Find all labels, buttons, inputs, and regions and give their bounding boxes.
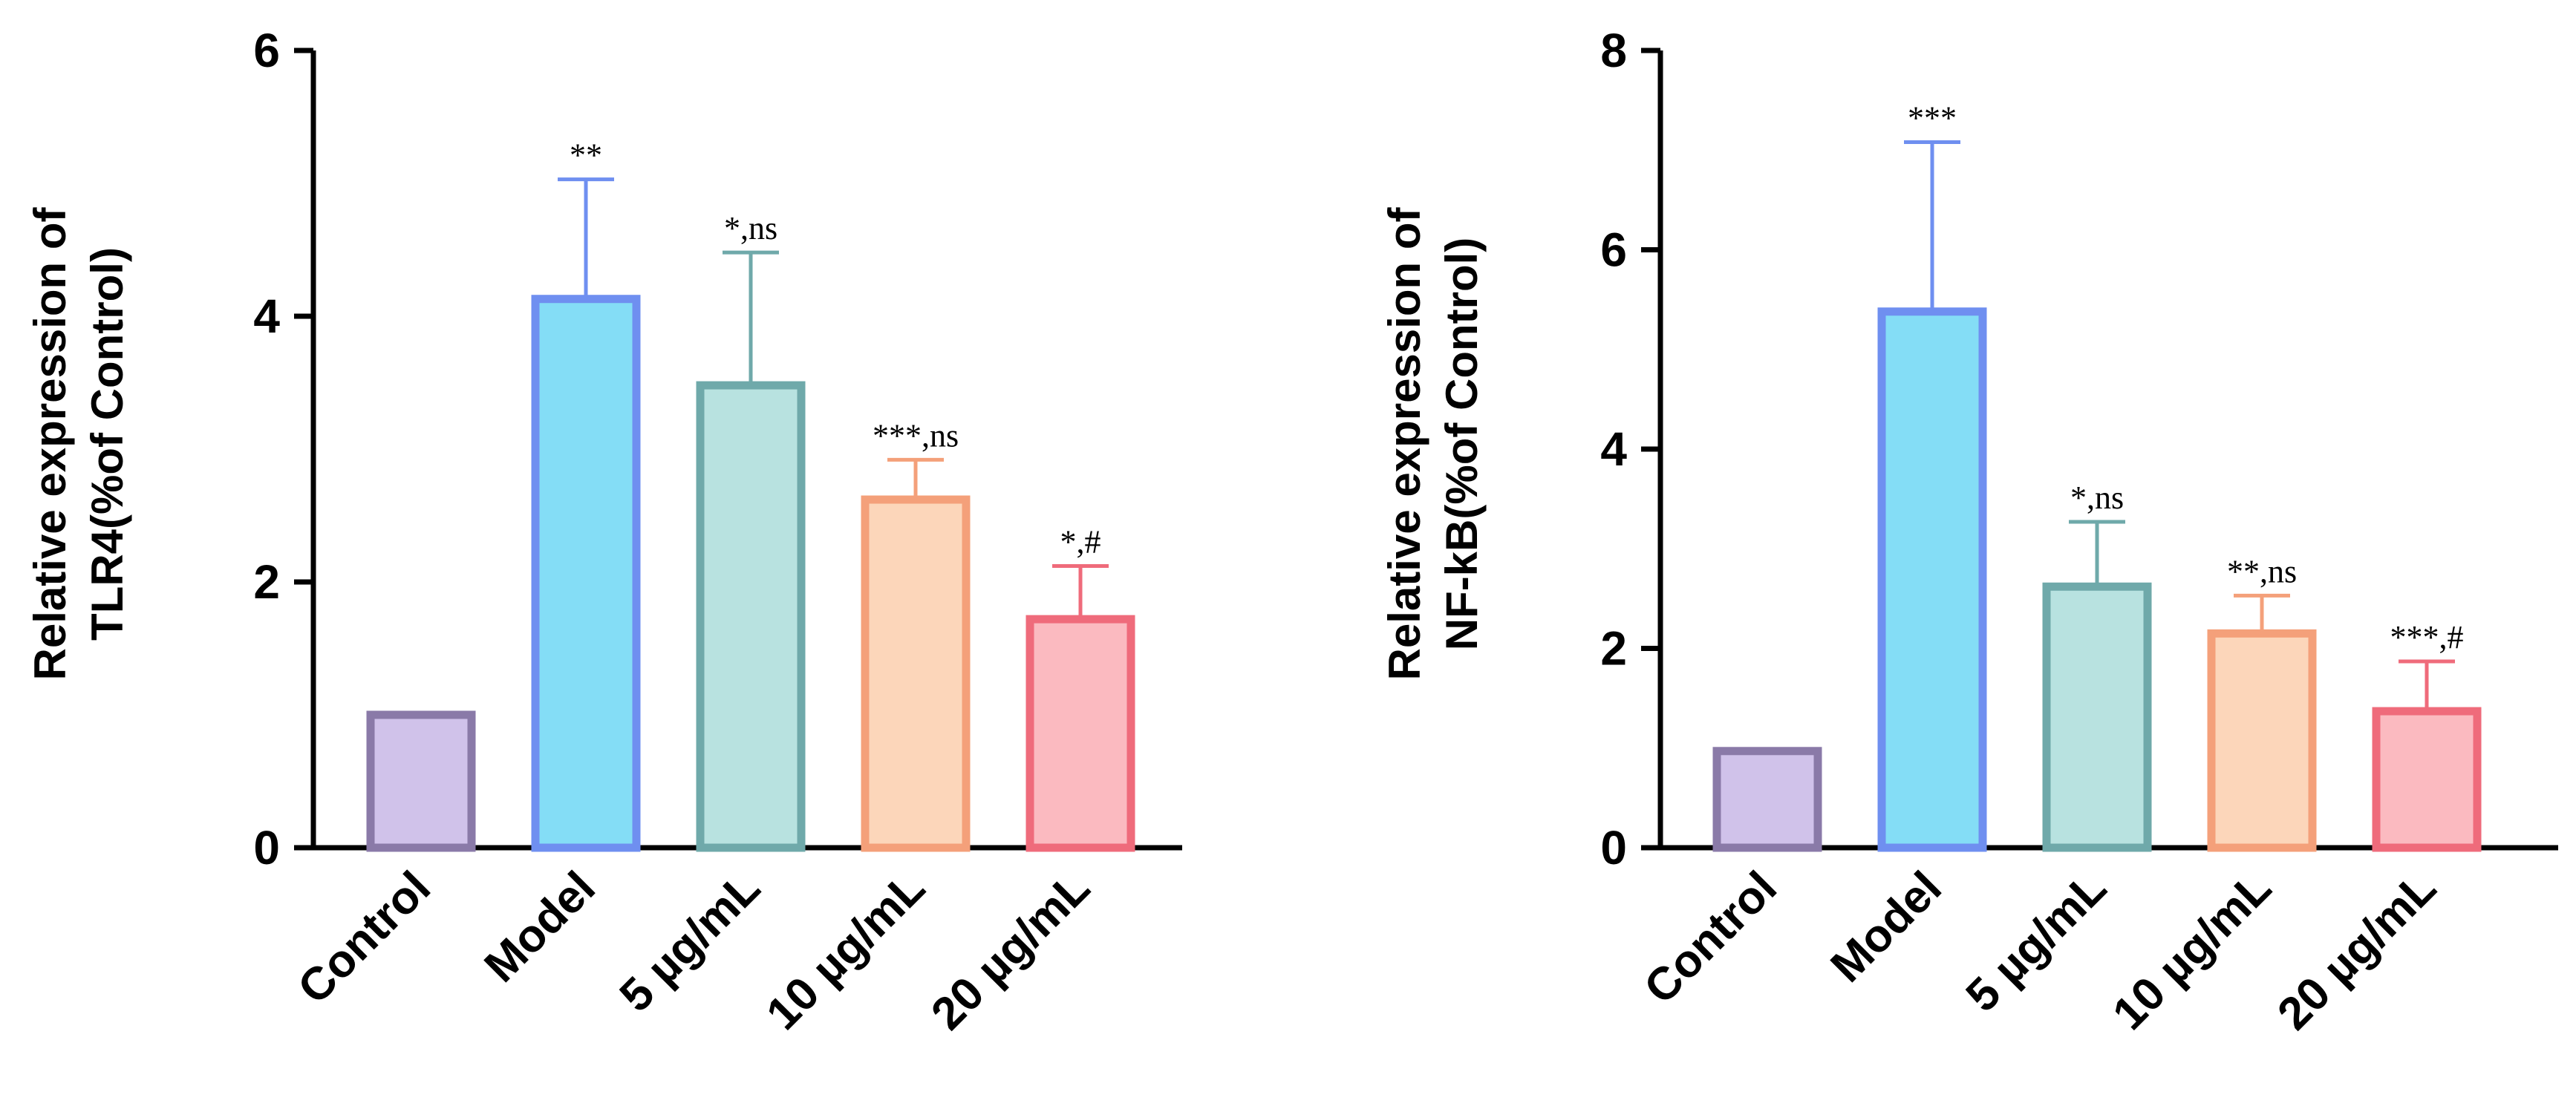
y-axis-label-line1: Relative expression of [1380, 207, 1429, 681]
y-tick-label: 0 [1600, 821, 1627, 874]
y-tick-label: 4 [253, 289, 280, 343]
y-axis-label-line1: Relative expression of [25, 207, 75, 681]
y-tick-label: 2 [1600, 622, 1627, 675]
bar-control [366, 710, 476, 852]
y-tick-label: 2 [253, 555, 280, 609]
significance-label: ***,ns [873, 417, 959, 454]
y-axis-label-line2: NF-kB(%of Control) [1437, 238, 1487, 651]
y-tick-label: 0 [253, 821, 280, 874]
bar-20-g-ml [1025, 615, 1135, 852]
y-tick-label: 6 [1600, 223, 1627, 277]
bar-10-g-ml [2207, 629, 2317, 852]
significance-label: **,ns [2227, 553, 2297, 589]
chart-panel-tlr4: Relative expression of TLR4(%of Control)… [25, 24, 1182, 1040]
x-category-label: 5 µg/mL [1957, 862, 2116, 1021]
y-axis-label-line2: TLR4(%of Control) [82, 247, 132, 641]
bar-model [531, 295, 641, 852]
x-category-label: Control [1634, 862, 1787, 1014]
x-category-label: Model [475, 862, 604, 992]
significance-label: ***,# [2390, 619, 2464, 655]
y-tick-label: 8 [1600, 24, 1627, 77]
bar-5-g-ml [2042, 582, 2152, 852]
x-category-label: 20 µg/mL [922, 862, 1100, 1040]
x-category-label: 20 µg/mL [2268, 862, 2446, 1040]
bar-20-g-ml [2372, 707, 2482, 852]
bar-model [1877, 307, 1987, 852]
chart-panel-nfkb: Relative expression of NF-kB(%of Control… [1380, 24, 2558, 1040]
bar-control [1712, 747, 1822, 852]
x-category-label: 10 µg/mL [757, 862, 935, 1040]
x-category-label: 5 µg/mL [610, 862, 770, 1021]
significance-label: *,ns [2070, 480, 2124, 516]
bar-10-g-ml [861, 495, 971, 852]
bar-5-g-ml [696, 381, 806, 852]
significance-label: ** [570, 137, 602, 174]
significance-label: *,# [1060, 524, 1101, 560]
significance-label: *** [1908, 100, 1957, 137]
x-category-label: 10 µg/mL [2103, 862, 2281, 1040]
y-tick-label: 6 [253, 24, 280, 77]
x-category-label: Model [1821, 862, 1951, 992]
x-category-label: Control [288, 862, 440, 1014]
y-tick-label: 4 [1600, 422, 1627, 476]
significance-label: *,ns [724, 210, 777, 246]
